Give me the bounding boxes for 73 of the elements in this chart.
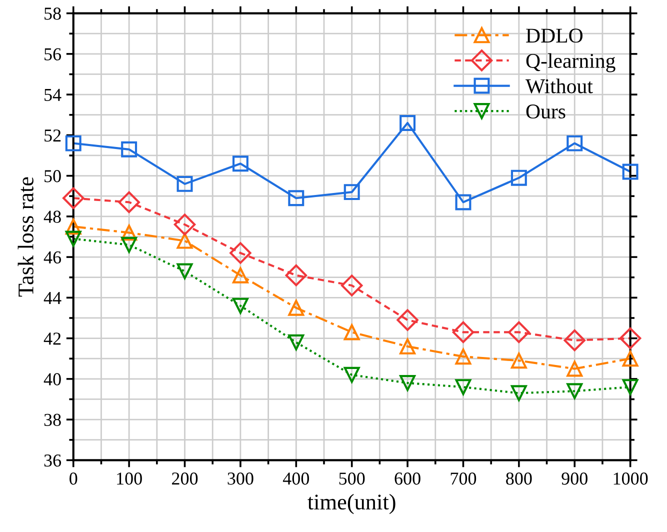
point	[510, 385, 527, 402]
x-tick-label: 900	[562, 472, 588, 485]
y-tick-label: 54	[44, 88, 62, 101]
point	[508, 321, 530, 344]
point	[344, 184, 360, 200]
point	[622, 350, 638, 367]
point	[121, 224, 138, 241]
y-tick-label: 56	[44, 48, 62, 60]
point	[619, 327, 642, 350]
y-axis-title: Task loss rate	[18, 177, 34, 297]
y-tick-label: 42	[44, 332, 61, 345]
point	[400, 115, 416, 131]
point	[176, 232, 193, 249]
x-tick-label: 200	[172, 472, 198, 485]
point	[230, 242, 252, 264]
point	[65, 135, 82, 152]
point	[288, 300, 304, 316]
point	[118, 191, 140, 214]
x-tick-label: 1000	[614, 472, 648, 485]
point	[65, 230, 82, 247]
y-tick-label: 38	[44, 414, 61, 426]
point	[455, 194, 472, 210]
point	[232, 267, 248, 284]
point	[455, 348, 472, 365]
x-tick-label: 300	[228, 472, 254, 485]
point	[121, 141, 138, 158]
point	[510, 170, 527, 186]
legend-label: Q-learning	[526, 53, 616, 72]
y-tick-label: 46	[44, 251, 62, 264]
point	[400, 375, 416, 391]
point	[62, 187, 84, 210]
point	[121, 236, 138, 253]
y-tick-label: 58	[44, 8, 61, 20]
point	[566, 135, 583, 152]
y-tick-label: 50	[44, 170, 61, 182]
x-tick-label: 800	[506, 472, 532, 485]
point	[288, 190, 304, 206]
point	[285, 264, 308, 286]
point	[510, 352, 527, 369]
y-tick-label: 44	[44, 292, 62, 304]
x-tick-label: 600	[394, 472, 420, 485]
point	[176, 263, 193, 280]
x-tick-label: 700	[450, 472, 476, 485]
point	[622, 379, 638, 396]
legend-label: DDLO	[526, 28, 582, 43]
point	[622, 164, 638, 180]
legend-label: Ours	[526, 104, 566, 119]
point	[176, 176, 193, 192]
point	[344, 366, 360, 383]
point	[232, 156, 248, 172]
x-tick-label: 500	[339, 472, 365, 485]
point	[396, 309, 418, 331]
point	[344, 324, 360, 340]
point	[288, 334, 304, 350]
point	[566, 360, 583, 377]
y-tick-label: 36	[44, 454, 62, 467]
y-tick-label: 48	[44, 210, 61, 223]
x-axis-title: time(unit)	[308, 494, 396, 514]
x-tick-label: 0	[70, 472, 78, 485]
point	[232, 298, 248, 314]
x-tick-label: 400	[282, 472, 309, 485]
point	[65, 218, 82, 235]
y-tick-label: 40	[44, 373, 61, 386]
point	[340, 274, 363, 296]
y-tick-label: 52	[44, 129, 61, 142]
point	[174, 214, 196, 236]
point	[566, 383, 583, 400]
legend-label: Without	[526, 78, 593, 94]
x-tick-label: 100	[117, 472, 142, 485]
point	[452, 321, 474, 344]
point	[564, 329, 586, 352]
point	[455, 379, 472, 396]
point	[400, 338, 416, 354]
